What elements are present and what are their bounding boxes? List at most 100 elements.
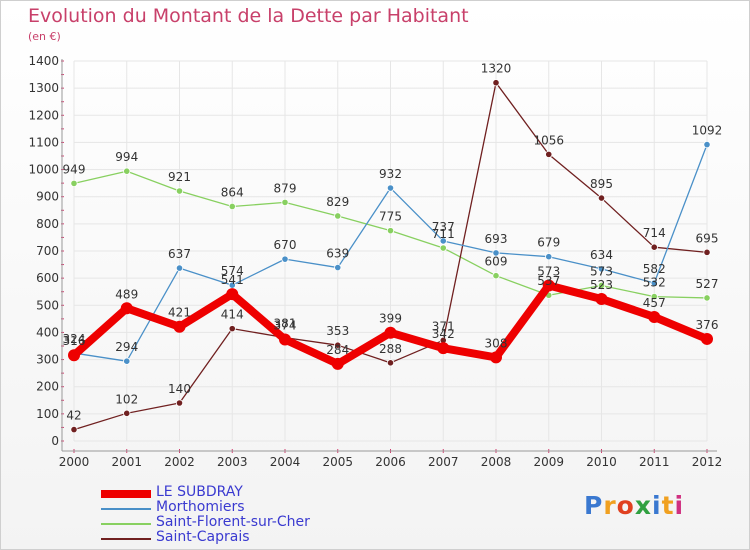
data-label-saint-florent-sur-cher: 864 xyxy=(221,185,244,199)
x-tick-label: 2001 xyxy=(111,455,142,469)
legend-swatch xyxy=(101,522,151,525)
point-morthomiers xyxy=(386,184,395,192)
data-label-morthomiers: 634 xyxy=(590,248,613,262)
point-saint-caprais xyxy=(228,325,236,333)
chart-title: Evolution du Montant de la Dette par Hab… xyxy=(28,5,469,27)
point-morthomiers xyxy=(281,255,289,263)
point-saint-florent-sur-cher xyxy=(175,187,184,195)
y-tick-label: 1300 xyxy=(28,81,59,95)
point-morthomiers xyxy=(545,253,553,261)
y-tick-label: 1200 xyxy=(28,108,59,122)
data-label-saint-caprais: 381 xyxy=(274,317,297,331)
logo-letter: i xyxy=(652,491,662,520)
y-tick-label: 500 xyxy=(36,298,59,312)
legend-swatch xyxy=(101,489,151,498)
data-label-le-subdray: 573 xyxy=(537,264,560,278)
point-morthomiers xyxy=(703,141,711,149)
data-label-saint-florent-sur-cher: 711 xyxy=(432,227,455,241)
data-label-morthomiers: 693 xyxy=(485,232,508,246)
data-label-saint-caprais: 1320 xyxy=(481,62,512,76)
point-saint-caprais xyxy=(703,248,711,256)
legend-label: Morthomiers xyxy=(156,499,245,515)
logo-letter: i xyxy=(674,491,685,520)
data-label-morthomiers: 582 xyxy=(643,262,666,276)
data-label-morthomiers: 932 xyxy=(379,167,402,181)
data-label-morthomiers: 324 xyxy=(63,332,86,346)
y-tick-label: 900 xyxy=(36,190,59,204)
y-tick-label: 700 xyxy=(36,244,59,258)
x-tick-label: 2010 xyxy=(586,455,617,469)
point-saint-florent-sur-cher xyxy=(123,167,131,175)
point-morthomiers xyxy=(439,237,447,245)
x-tick-label: 2004 xyxy=(270,455,301,469)
point-le-subdray xyxy=(173,320,186,333)
x-tick-label: 2005 xyxy=(322,455,353,469)
y-tick-label: 100 xyxy=(36,407,59,421)
legend-label: Saint-Florent-sur-Cher xyxy=(156,514,310,530)
point-saint-caprais xyxy=(334,341,342,349)
data-label-saint-florent-sur-cher: 829 xyxy=(326,195,349,209)
x-tick-label: 2000 xyxy=(59,455,90,469)
point-le-subdray xyxy=(490,351,502,364)
data-label-saint-caprais: 371 xyxy=(432,319,455,333)
data-label-morthomiers: 737 xyxy=(432,220,455,234)
data-label-le-subdray: 374 xyxy=(274,318,297,332)
point-saint-caprais xyxy=(492,79,500,87)
data-label-saint-caprais: 895 xyxy=(590,177,613,191)
data-label-saint-caprais: 288 xyxy=(379,342,402,356)
legend-label: Saint-Caprais xyxy=(156,529,250,545)
logo-letter: x xyxy=(634,491,652,520)
point-saint-florent-sur-cher xyxy=(386,227,395,235)
x-tick-label: 2009 xyxy=(533,455,564,469)
point-le-subdray xyxy=(542,279,555,292)
y-tick-label: 600 xyxy=(36,271,59,285)
point-saint-florent-sur-cher xyxy=(281,198,289,207)
point-morthomiers xyxy=(650,279,658,287)
data-label-le-subdray: 541 xyxy=(221,273,244,287)
point-morthomiers xyxy=(597,265,606,273)
y-tick-label: 200 xyxy=(36,380,59,394)
point-morthomiers xyxy=(334,263,342,272)
x-tick-label: 2003 xyxy=(217,455,248,469)
x-tick-label: 2007 xyxy=(428,455,459,469)
point-saint-florent-sur-cher xyxy=(334,212,342,220)
y-tick-label: 300 xyxy=(36,353,59,367)
point-le-subdray xyxy=(701,332,713,345)
x-tick-label: 2012 xyxy=(692,455,723,469)
point-saint-caprais xyxy=(650,243,658,251)
x-tick-label: 2002 xyxy=(164,455,195,469)
data-label-le-subdray: 284 xyxy=(326,343,349,357)
data-label-saint-caprais: 1056 xyxy=(533,133,564,147)
data-label-le-subdray: 523 xyxy=(590,278,613,292)
data-label-saint-florent-sur-cher: 921 xyxy=(168,170,191,184)
chart-subtitle: (en €) xyxy=(28,30,61,43)
data-label-saint-caprais: 42 xyxy=(66,409,81,423)
point-saint-florent-sur-cher xyxy=(228,202,236,211)
point-le-subdray xyxy=(595,293,608,306)
data-label-saint-caprais: 695 xyxy=(696,231,719,245)
point-le-subdray xyxy=(120,302,133,315)
data-label-morthomiers: 1092 xyxy=(692,124,723,138)
x-tick-label: 2008 xyxy=(481,455,512,469)
series-group xyxy=(68,79,713,434)
point-saint-florent-sur-cher xyxy=(492,272,500,280)
data-label-le-subdray: 421 xyxy=(168,306,191,320)
point-le-subdray xyxy=(68,349,80,362)
logo-letter: t xyxy=(661,491,675,520)
point-le-subdray xyxy=(279,333,291,346)
data-label-morthomiers: 639 xyxy=(326,247,349,261)
legend-swatch xyxy=(101,537,151,540)
point-saint-florent-sur-cher xyxy=(439,244,447,252)
point-saint-florent-sur-cher xyxy=(650,292,658,301)
point-saint-caprais xyxy=(70,425,78,434)
axes: 0 100 200 300 400 500 600 700 800 900 1000 1100 1200… xyxy=(28,54,722,469)
data-label-morthomiers: 294 xyxy=(115,340,138,354)
data-label-saint-caprais: 353 xyxy=(326,324,349,338)
point-le-subdray xyxy=(384,326,397,339)
legend-swatch xyxy=(101,507,151,510)
point-le-subdray xyxy=(226,288,239,301)
data-label-saint-caprais: 102 xyxy=(115,392,138,406)
x-tick-label: 2011 xyxy=(639,455,670,469)
